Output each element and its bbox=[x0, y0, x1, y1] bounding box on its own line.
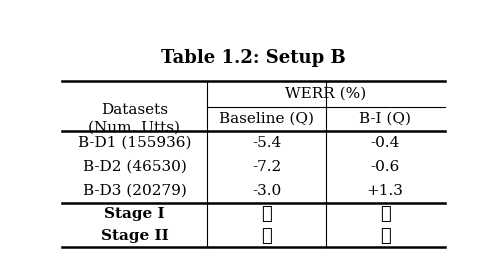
Text: Table 1.2: Setup B: Table 1.2: Setup B bbox=[161, 49, 345, 67]
Text: ✗: ✗ bbox=[261, 227, 272, 245]
Text: Datasets
(Num. Utts): Datasets (Num. Utts) bbox=[88, 103, 180, 134]
Text: B-D1 (155936): B-D1 (155936) bbox=[78, 136, 191, 150]
Text: B-I (Q): B-I (Q) bbox=[359, 112, 412, 126]
Text: B-D3 (20279): B-D3 (20279) bbox=[82, 184, 186, 198]
Text: WERR (%): WERR (%) bbox=[286, 87, 367, 101]
Text: -0.6: -0.6 bbox=[370, 160, 400, 174]
Text: ✓: ✓ bbox=[380, 227, 391, 245]
Text: ✗: ✗ bbox=[261, 205, 272, 223]
Text: Baseline (Q): Baseline (Q) bbox=[219, 112, 314, 126]
Text: B-D2 (46530): B-D2 (46530) bbox=[82, 160, 186, 174]
Text: ✓: ✓ bbox=[380, 205, 391, 223]
Text: Stage II: Stage II bbox=[101, 229, 168, 243]
Text: -5.4: -5.4 bbox=[252, 136, 281, 150]
Text: -7.2: -7.2 bbox=[252, 160, 281, 174]
Text: -3.0: -3.0 bbox=[252, 184, 281, 198]
Text: Stage I: Stage I bbox=[104, 207, 165, 221]
Text: +1.3: +1.3 bbox=[367, 184, 404, 198]
Text: -0.4: -0.4 bbox=[370, 136, 400, 150]
